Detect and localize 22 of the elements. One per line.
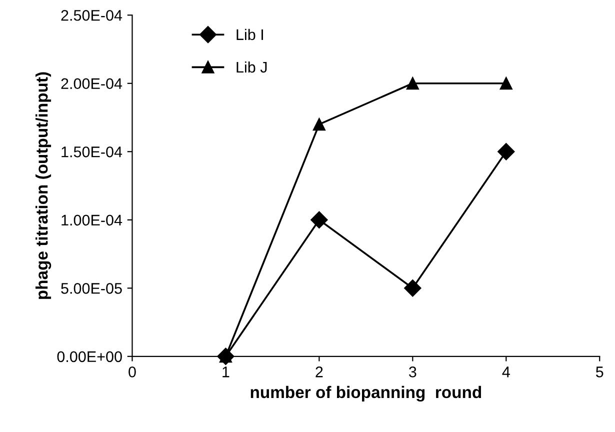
point [312,118,326,131]
point [500,77,512,90]
y-tick-label: 2.00E-04 [61,78,122,90]
point [406,77,419,90]
x-axis-title: number of biopanning round [250,386,482,402]
x-tick-label: 1 [222,366,230,378]
x-tick-label: 2 [316,366,323,378]
point [404,280,422,297]
x-tick-label: 4 [502,366,510,378]
x-tick-label: 3 [409,366,416,378]
x-tick-label: 0 [128,366,136,378]
y-tick-label: 1.50E-04 [62,146,122,158]
y-axis-title: phage titration (output/input) [36,72,52,299]
y-tick-label: 2.50E-04 [61,10,122,21]
point [498,143,515,160]
y-tick-label: 1.00E-04 [62,214,122,226]
y-tick-label: 0.00E+00 [57,351,122,362]
legend-label: Lib J [236,61,267,73]
y-tick-label: 5.00E-05 [61,283,122,294]
point [310,211,328,228]
x-tick-label: 5 [596,366,604,378]
legend-label: Lib I [236,28,263,40]
